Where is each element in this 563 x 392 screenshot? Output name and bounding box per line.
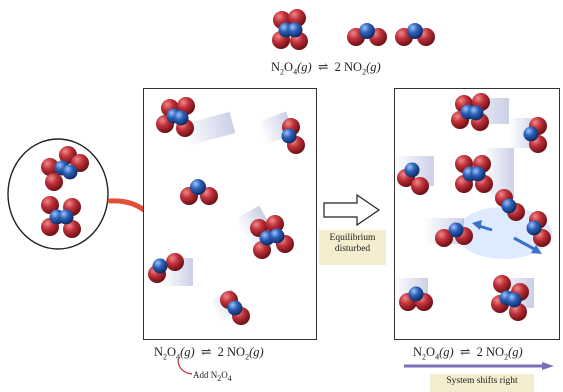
top-n2o4-molecule bbox=[272, 9, 308, 50]
shift-right-arrow-icon bbox=[404, 362, 554, 370]
left-equation: N2O4(g) ⇌ 2 NO2(g) bbox=[154, 345, 264, 362]
system-shifts-right-label: System shifts right bbox=[430, 374, 534, 392]
top-equation: N2O4(g) ⇌ 2 NO2(g) bbox=[271, 60, 381, 77]
equilibrium-disturbed-label: Equilibrium disturbed bbox=[319, 230, 386, 265]
top-no2-molecule-1 bbox=[347, 23, 387, 46]
equilibrium-arrow: ⇌ bbox=[317, 60, 329, 74]
top-no2-molecule-2 bbox=[395, 23, 435, 46]
add-n2o4-label: Add N2O4 bbox=[193, 370, 232, 383]
transition-arrow-icon bbox=[323, 193, 381, 227]
left-molecules bbox=[148, 97, 305, 325]
right-molecules bbox=[394, 93, 552, 321]
right-equation: N2O4(g) ⇌ 2 NO2(g) bbox=[413, 345, 523, 362]
inset-circle bbox=[7, 138, 109, 250]
add-pointer bbox=[177, 358, 193, 375]
